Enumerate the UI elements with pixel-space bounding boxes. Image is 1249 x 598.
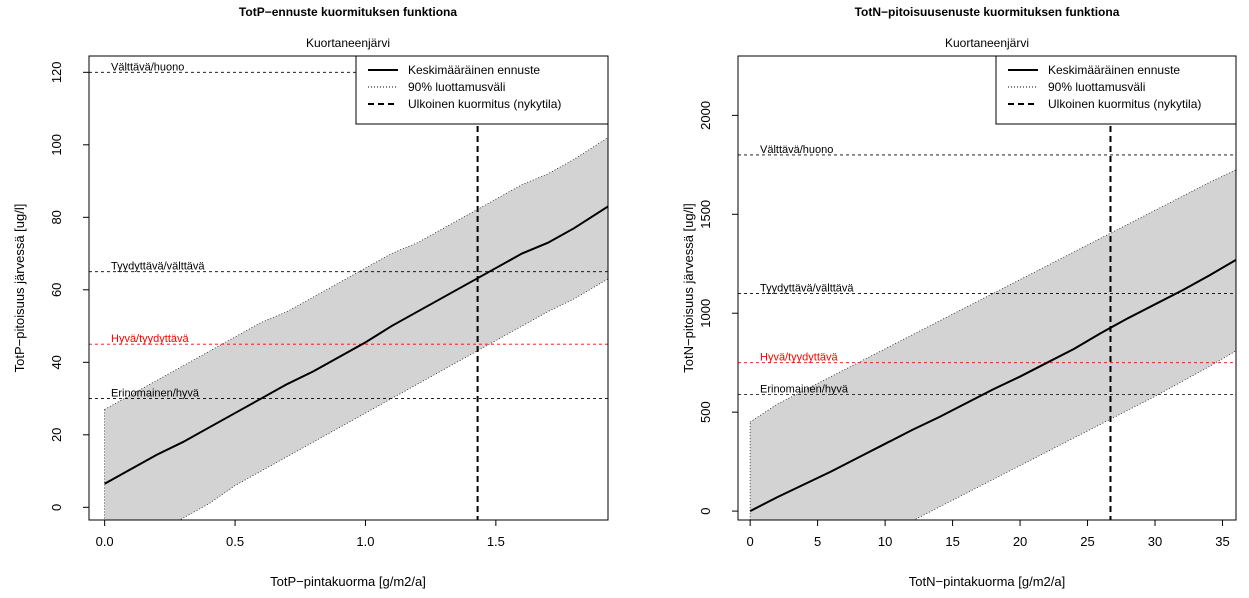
x-axis-label: TotP−pintakuorma [g/m2/a] bbox=[270, 574, 426, 589]
legend-box bbox=[995, 55, 1237, 125]
legend-mean-label: Keskimääräinen ennuste bbox=[1048, 63, 1180, 77]
y-tick-label-2: 40 bbox=[49, 355, 64, 369]
ci-lower-line bbox=[178, 278, 608, 520]
x-tick-label-7: 35 bbox=[1215, 534, 1229, 549]
legend: Keskimääräinen ennuste 90% luottamusväli… bbox=[355, 55, 609, 125]
confidence-band bbox=[104, 137, 608, 520]
legend-current-label: Ulkoinen kuormitus (nykytila) bbox=[408, 97, 561, 111]
legend: Keskimääräinen ennuste 90% luottamusväli… bbox=[995, 55, 1237, 125]
totn-chart: TotN−pitoisuusenuste kuormituksen funkti… bbox=[681, 5, 1237, 589]
y-tick-label-1: 20 bbox=[49, 428, 64, 442]
mean-forecast-line bbox=[749, 258, 1236, 512]
threshold-label-1: Tyydyttävä/välttävä bbox=[760, 282, 854, 294]
threshold-label-1: Tyydyttävä/välttävä bbox=[111, 261, 205, 273]
mean-forecast-line bbox=[104, 205, 608, 485]
legend-box bbox=[355, 55, 609, 125]
x-axis-label: TotN−pintakuorma [g/m2/a] bbox=[909, 574, 1065, 589]
y-tick-label-6: 120 bbox=[49, 61, 64, 83]
y-axis-label: TotP−pitoisuus järvessä [ug/l] bbox=[12, 204, 27, 373]
legend-ci-label: 90% luottamusväli bbox=[408, 80, 505, 94]
legend-current-label: Ulkoinen kuormitus (nykytila) bbox=[1048, 97, 1201, 111]
ci-lower-line bbox=[913, 350, 1236, 520]
x-tick-label-5: 25 bbox=[1080, 534, 1094, 549]
y-tick-label-3: 60 bbox=[49, 283, 64, 297]
threshold-label-3: Erinomainen/hyvä bbox=[111, 388, 200, 400]
x-tick-label-0: 0.0 bbox=[96, 534, 114, 549]
plot-area: Välttävä/huono Tyydyttävä/välttävä Hyvä/ty… bbox=[738, 56, 1236, 520]
x-tick-label-1: 5 bbox=[814, 534, 821, 549]
y-tick-label-0: 0 bbox=[49, 504, 64, 511]
x-tick-label-2: 1.0 bbox=[356, 534, 374, 549]
x-tick-label-3: 15 bbox=[945, 534, 959, 549]
x-tick-label-3: 1.5 bbox=[487, 534, 505, 549]
y-axis-label: TotN−pitoisuus järvessä [ug/l] bbox=[681, 203, 696, 372]
y-tick-label-1: 500 bbox=[698, 401, 713, 423]
x-tick-label-0: 0 bbox=[747, 534, 754, 549]
x-tick-label-6: 30 bbox=[1148, 534, 1162, 549]
threshold-label-0: Välttävä/huono bbox=[760, 144, 833, 156]
x-tick-label-2: 10 bbox=[878, 534, 892, 549]
chart-title: TotN−pitoisuusenuste kuormituksen funkti… bbox=[855, 5, 1120, 19]
confidence-band bbox=[750, 169, 1236, 520]
chart-subtitle: Kuortaneenjärvi bbox=[306, 36, 390, 50]
y-tick-label-2: 1000 bbox=[698, 299, 713, 328]
threshold-label-2: Hyvä/tyydyttävä bbox=[760, 352, 839, 364]
x-tick-label-1: 0.5 bbox=[226, 534, 244, 549]
threshold-label-2: Hyvä/tyydyttävä bbox=[111, 333, 190, 345]
plot-area: Välttävä/huono Tyydyttävä/välttävä Hyvä/ty… bbox=[89, 56, 608, 520]
legend-mean-label: Keskimääräinen ennuste bbox=[408, 63, 540, 77]
chart-subtitle: Kuortaneenjärvi bbox=[945, 36, 1029, 50]
axes-group: 0 5 10 15 20 25 30 35 0 500 1000 1500 2000 bbox=[698, 101, 1230, 549]
y-tick-label-4: 2000 bbox=[698, 101, 713, 130]
legend-ci-label: 90% luottamusväli bbox=[1048, 80, 1145, 94]
plot-frame bbox=[737, 55, 1237, 521]
threshold-label-3: Erinomainen/hyvä bbox=[760, 383, 849, 395]
x-tick-label-4: 20 bbox=[1013, 534, 1027, 549]
y-tick-label-5: 100 bbox=[49, 134, 64, 156]
chart-title: TotP−ennuste kuormituksen funktiona bbox=[239, 5, 457, 19]
axes-group: 0.0 0.5 1.0 1.5 0 20 40 60 80 100 120 bbox=[49, 61, 505, 549]
ci-upper-line bbox=[749, 169, 1236, 423]
y-tick-label-3: 1500 bbox=[698, 200, 713, 229]
plot-frame bbox=[88, 55, 609, 521]
y-tick-label-0: 0 bbox=[698, 507, 713, 514]
totp-chart: TotP−ennuste kuormituksen funktiona Kuor… bbox=[12, 5, 609, 589]
threshold-label-0: Välttävä/huono bbox=[111, 61, 184, 73]
y-tick-label-4: 80 bbox=[49, 210, 64, 224]
